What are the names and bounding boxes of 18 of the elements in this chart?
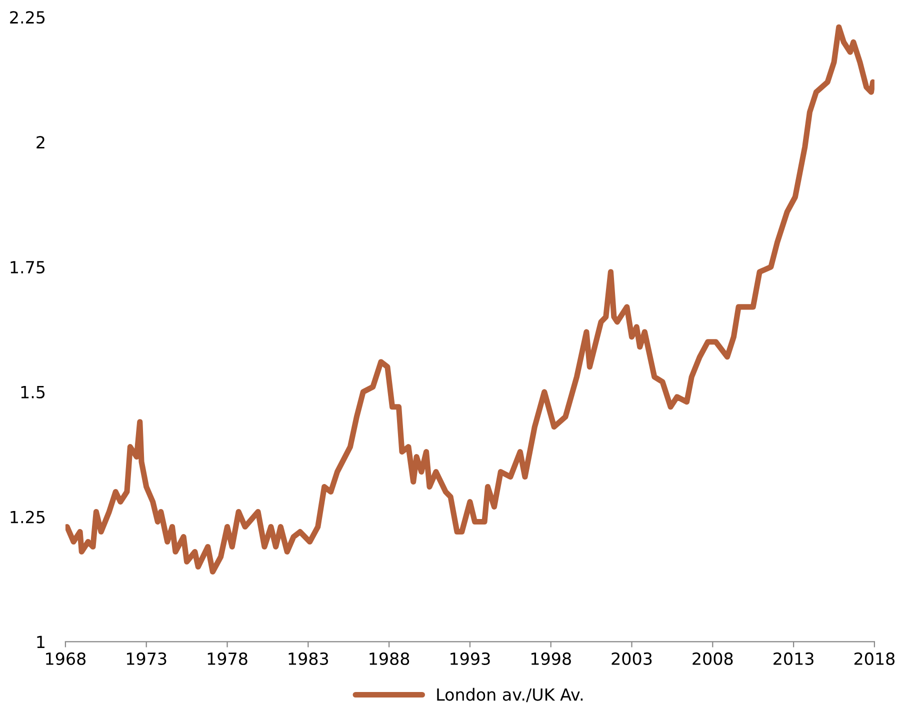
- x-tick-label: 1998: [531, 652, 571, 666]
- y-tick-label: 1: [37, 636, 44, 648]
- x-tick-label: 1993: [450, 652, 490, 666]
- x-tick-label: 1973: [126, 652, 166, 666]
- x-tick-label: 1983: [288, 652, 328, 666]
- x-tick-label: 2008: [692, 652, 733, 666]
- y-tick-label: 2.25: [10, 11, 45, 24]
- x-tick-label: 1988: [370, 652, 410, 666]
- legend-label: London av./UK Av.: [437, 688, 583, 702]
- y-tick-label: 1.75: [10, 261, 45, 274]
- y-tick-label: 1.25: [10, 510, 45, 524]
- y-tick-label: 1.5: [21, 386, 45, 398]
- x-tick-label: 1978: [208, 652, 248, 666]
- x-tick-label: 1968: [46, 652, 86, 666]
- x-tick-label: 2003: [612, 652, 652, 666]
- y-tick-label: 2: [36, 136, 44, 148]
- x-tick-label: 2013: [774, 652, 814, 666]
- x-tick-label: 2018: [854, 652, 895, 666]
